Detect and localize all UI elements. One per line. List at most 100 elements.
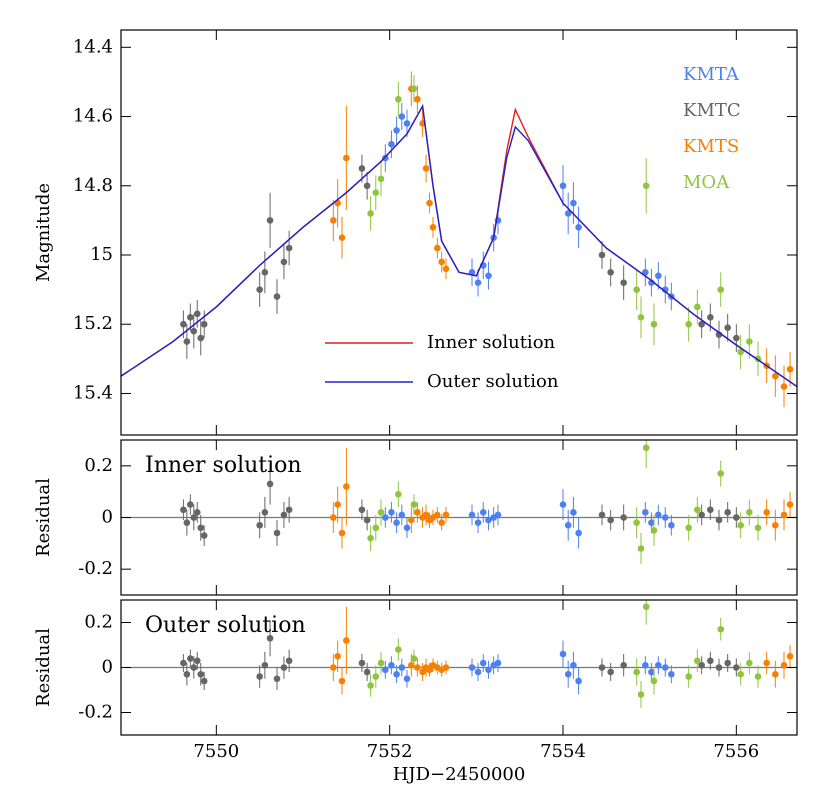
- data-point: [494, 659, 502, 667]
- data-point: [442, 511, 450, 519]
- data-point: [772, 670, 779, 678]
- data-point: [474, 519, 482, 526]
- x-tick-label: 7552: [367, 741, 413, 762]
- data-point: [363, 516, 371, 524]
- data-point: [393, 670, 400, 678]
- y-tick-label: 15.4: [73, 382, 113, 403]
- data-point: [343, 154, 350, 162]
- data-point: [694, 303, 701, 311]
- data-point: [607, 269, 614, 276]
- data-point: [575, 529, 582, 537]
- data-point: [468, 511, 476, 519]
- data-point: [367, 534, 374, 542]
- data-point: [633, 519, 640, 526]
- data-point: [372, 189, 380, 196]
- data-point: [273, 675, 281, 683]
- data-point: [193, 657, 201, 665]
- data-point: [698, 661, 705, 669]
- data-point: [398, 664, 406, 671]
- data-point: [266, 217, 274, 224]
- data-point: [474, 279, 482, 286]
- legend-entry: Inner solution: [427, 332, 556, 353]
- data-point: [434, 244, 441, 252]
- data-point: [564, 210, 572, 217]
- data-point: [694, 506, 701, 514]
- data-point: [668, 670, 675, 678]
- data-point: [197, 670, 205, 678]
- data-point: [280, 258, 288, 266]
- data-point: [367, 210, 374, 217]
- data-point: [285, 506, 293, 514]
- data-point: [442, 265, 450, 273]
- y-tick-label: 0.2: [84, 455, 113, 476]
- data-point: [266, 480, 274, 488]
- data-point: [570, 661, 577, 669]
- panel-annotation: Inner solution: [145, 453, 302, 478]
- data-point: [180, 320, 187, 328]
- data-point: [633, 286, 640, 293]
- y-tick-label: 15.2: [73, 313, 113, 334]
- data-point: [261, 269, 269, 276]
- data-point: [393, 519, 400, 526]
- data-point: [737, 670, 744, 678]
- data-point: [598, 664, 606, 671]
- data-point: [403, 524, 411, 532]
- y-tick-label: 0.2: [84, 612, 113, 633]
- model-line: [121, 103, 797, 388]
- data-point: [388, 140, 395, 148]
- data-point: [707, 314, 714, 321]
- data-point: [429, 224, 437, 231]
- data-point: [273, 529, 281, 537]
- legend-entry: KMTA: [683, 64, 740, 85]
- data-point: [717, 470, 725, 477]
- data-point: [200, 532, 208, 539]
- data-point: [256, 521, 263, 529]
- data-point: [408, 661, 415, 669]
- data-point: [642, 182, 650, 190]
- data-point: [261, 509, 269, 516]
- data-point: [468, 664, 476, 671]
- data-point: [183, 519, 191, 526]
- x-tick-label: 7554: [540, 741, 586, 762]
- data-point: [422, 511, 430, 519]
- data-point: [685, 673, 692, 680]
- data-point: [650, 677, 658, 685]
- x-axis-label: HJD−2450000: [393, 764, 526, 785]
- data-point: [256, 673, 263, 680]
- data-point: [273, 293, 281, 300]
- data-point: [598, 511, 606, 519]
- y-tick-label: 14.6: [73, 106, 113, 127]
- data-point: [388, 509, 395, 516]
- data-point: [655, 511, 662, 519]
- y-tick-label: 14.4: [73, 36, 113, 57]
- data-point: [780, 661, 788, 669]
- data-point: [358, 165, 366, 172]
- data-point: [377, 175, 385, 183]
- data-point: [559, 650, 567, 658]
- data-point: [398, 511, 406, 519]
- data-point: [403, 120, 411, 127]
- data-point: [668, 521, 675, 529]
- data-point: [655, 272, 662, 280]
- data-point: [733, 334, 740, 342]
- data-point: [746, 509, 753, 516]
- data-point: [642, 603, 650, 611]
- data-point: [388, 661, 395, 669]
- legend-entry: Outer solution: [427, 371, 559, 392]
- y-axis-label: Magnitude: [33, 183, 54, 282]
- y-axis-label: Residual: [33, 478, 54, 557]
- data-point: [434, 511, 441, 519]
- data-point: [438, 258, 445, 266]
- data-point: [358, 506, 366, 514]
- data-point: [426, 199, 433, 207]
- data-point: [363, 668, 371, 676]
- data-point: [338, 234, 346, 241]
- data-point: [607, 516, 614, 524]
- y-tick-label: 0: [102, 507, 113, 528]
- data-point: [633, 668, 640, 676]
- data-point: [694, 657, 701, 665]
- data-point: [685, 524, 692, 532]
- y-tick-label: 0: [102, 657, 113, 678]
- data-point: [733, 664, 740, 671]
- data-point: [266, 634, 274, 642]
